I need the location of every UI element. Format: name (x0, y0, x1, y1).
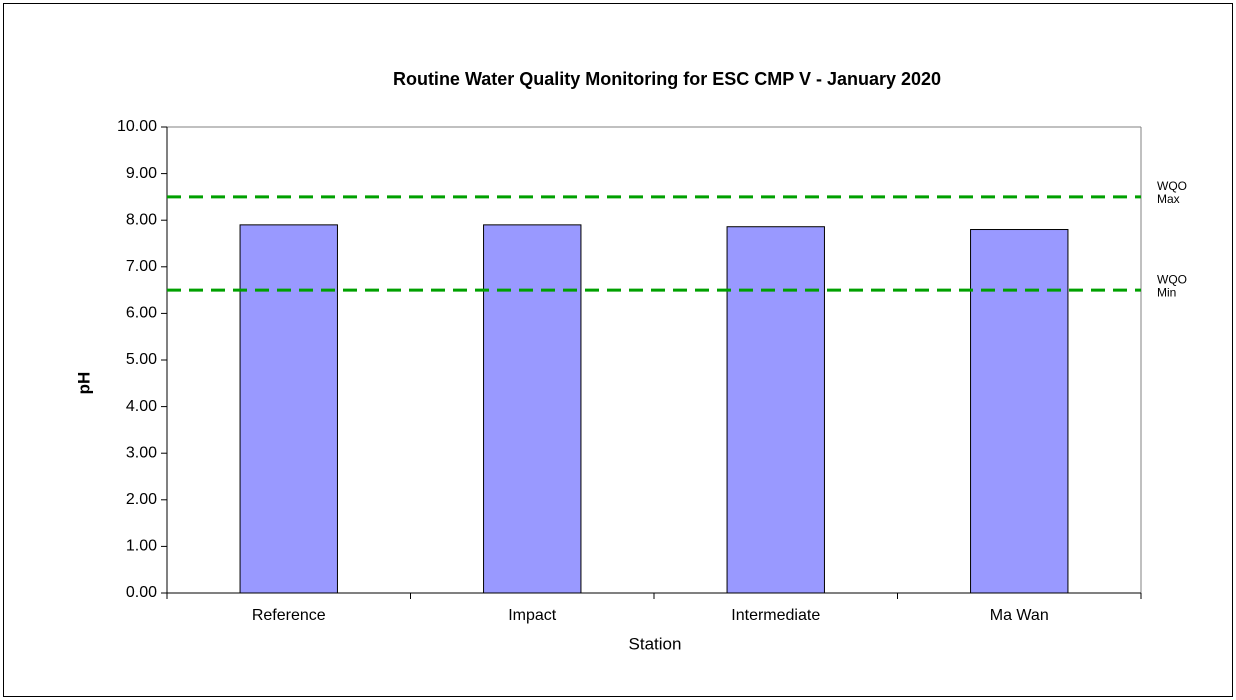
reference-label: Max (1157, 192, 1180, 206)
y-tick-label: 3.00 (126, 444, 157, 461)
bar (970, 229, 1069, 594)
bar (239, 224, 338, 594)
bar (483, 224, 582, 594)
bar (726, 226, 825, 594)
chart-title: Routine Water Quality Monitoring for ESC… (393, 69, 941, 89)
y-tick-label: 5.00 (126, 351, 157, 368)
reference-label: WQO (1157, 272, 1187, 286)
x-tick-label: Intermediate (731, 607, 820, 624)
y-tick-label: 0.00 (126, 584, 157, 601)
y-tick-label: 6.00 (126, 305, 157, 322)
x-tick-label: Impact (508, 607, 557, 624)
y-axis-label: pH (74, 372, 93, 395)
y-tick-label: 2.00 (126, 491, 157, 508)
x-tick-label: Reference (252, 607, 326, 624)
y-tick-label: 1.00 (126, 538, 157, 555)
y-tick-label: 4.00 (126, 398, 157, 415)
reference-label: Min (1157, 285, 1176, 299)
y-tick-label: 8.00 (126, 211, 157, 228)
reference-label: WQO (1157, 179, 1187, 193)
y-tick-label: 10.00 (117, 118, 157, 135)
y-tick-label: 7.00 (126, 258, 157, 275)
x-axis-label: Station (629, 634, 682, 653)
x-tick-label: Ma Wan (990, 607, 1049, 624)
y-tick-label: 9.00 (126, 165, 157, 182)
